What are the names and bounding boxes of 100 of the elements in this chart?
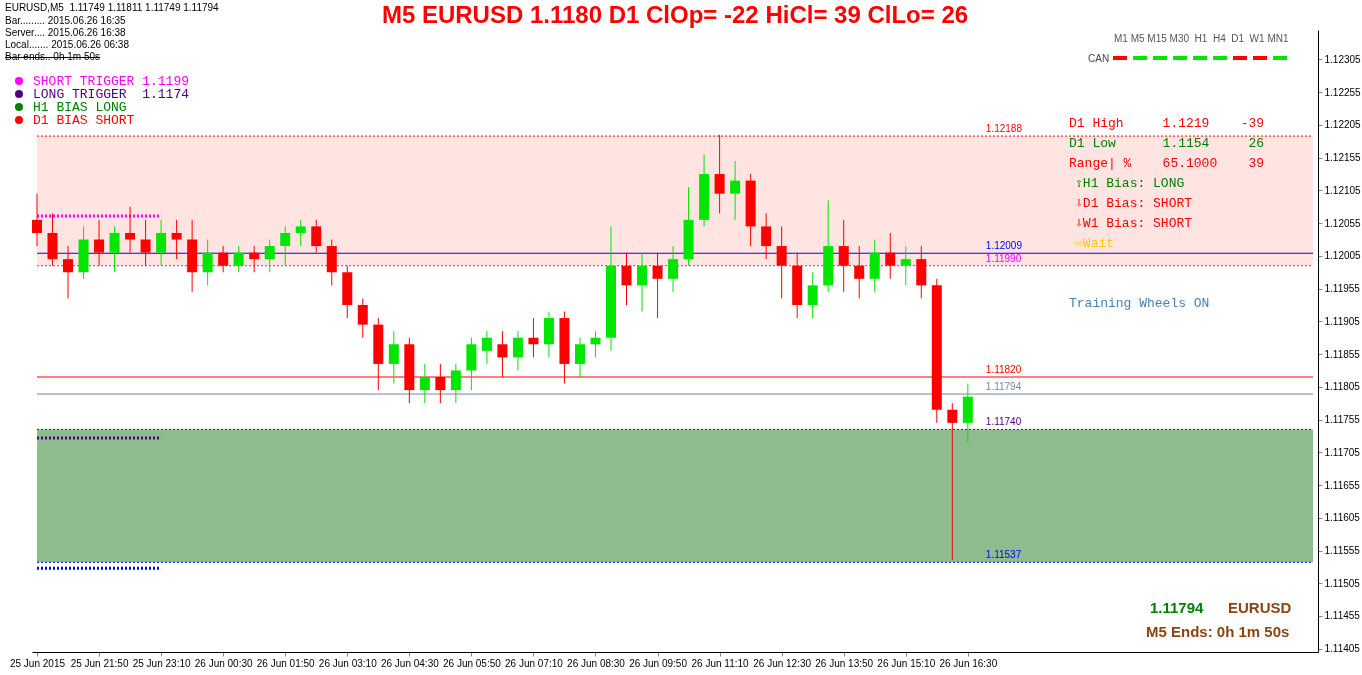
candlestick [218,245,229,273]
y-tick-label: 1.12005 [1324,250,1362,262]
candlestick [419,363,430,404]
y-tick-label: 1.12055 [1324,217,1362,229]
candlestick [761,212,772,260]
ref-line-label: 1.12188 [985,123,1023,135]
text: Bar......... 2015.06.26 16:35 [5,15,126,26]
candlestick [776,225,787,299]
y-tick-label: 1.11955 [1324,283,1361,295]
y-tick-label: 1.11755 [1324,414,1361,426]
candlestick [512,330,523,371]
x-tick-label: 26 Jun 04:30 [380,657,440,669]
candlestick [156,219,167,267]
annotation: LONG TRIGGER 1.1174 [33,87,190,102]
annotation: ⇩W1 Bias: SHORT [1075,216,1193,231]
annotation: ⇩D1 Bias: SHORT [1075,196,1193,211]
annotation: 1.11794 [1150,599,1204,616]
y-tick-label: 1.11405 [1324,643,1361,655]
annotation: D1 BIAS SHORT [33,113,135,128]
y-tick-label: 1.12255 [1324,86,1362,98]
candlestick [233,245,244,273]
x-tick-label: 25 Jun 21:50 [70,657,129,669]
x-tick-label: 26 Jun 08:30 [567,657,626,669]
ref-line-label: 1.11794 [985,381,1022,393]
y-tick-label: 1.11855 [1324,348,1361,360]
y-tick-label: 1.11605 [1324,512,1361,524]
x-tick-label: 26 Jun 01:50 [256,657,316,669]
y-tick-label: 1.11905 [1324,315,1361,327]
y-tick-label: 1.12305 [1324,53,1362,65]
y-tick-label: 1.12155 [1324,152,1362,164]
candlestick [854,245,865,299]
candlestick [94,219,105,267]
x-tick-label: 26 Jun 12:30 [753,657,812,669]
candlestick [249,245,260,273]
y-tick-label: 1.11555 [1324,545,1361,557]
x-tick-label: 26 Jun 11:10 [691,657,750,669]
candlestick [388,330,399,385]
x-tick-label: 26 Jun 05:50 [442,657,502,669]
candlestick [264,239,275,273]
annotation: M1 M5 M15 M30 H1 H4 D1 W1 MN1 [1114,33,1289,44]
x-tick-label: 25 Jun 2015 [9,657,66,669]
candlestick [590,330,601,358]
x-tick-label: 26 Jun 07:10 [505,657,564,669]
y-tick-label: 1.12105 [1324,184,1362,196]
ref-line-label: 1.12009 [985,240,1023,252]
annotation: Bar ends.. 0h 1m 50s [5,51,101,62]
annotation: CAN [1088,53,1110,64]
candlestick [900,245,911,286]
annotation: Server.... 2015.06.26 16:38 [5,27,126,38]
x-tick-label: 26 Jun 16:30 [939,657,998,669]
candlestick [807,271,818,319]
candlestick [109,225,120,273]
candlestick [637,252,648,313]
annotation: EURUSD [1228,599,1292,616]
annotation: D1 Low 1.1154 26 [1069,136,1265,151]
candlestick [450,363,461,404]
candlestick [730,160,741,221]
candlestick [481,330,492,365]
candlestick [574,337,585,378]
annotation: Local....... 2015.06.26 06:38 [5,39,129,50]
x-tick-label: 26 Jun 03:10 [318,657,378,669]
annotation: Range| % 65.1000 39 [1069,156,1265,171]
x-tick-label: 26 Jun 15:10 [877,657,936,669]
annotation: ⇧H1 Bias: LONG [1075,176,1185,191]
ref-line-label: 1.11820 [985,364,1022,376]
candlestick [171,219,182,260]
chart-title: M5 EURUSD 1.1180 D1 ClOp= -22 HiCl= 39 ClLo= 26 [381,1,969,28]
x-tick-label: 26 Jun 13:50 [815,657,874,669]
y-tick-label: 1.11705 [1324,446,1361,458]
x-tick-label: 26 Jun 09:50 [629,657,688,669]
y-tick-label: 1.11505 [1324,577,1361,589]
annotation: H1 BIAS LONG [33,100,127,115]
y-tick-label: 1.11455 [1324,610,1361,622]
y-tick-label: 1.11805 [1324,381,1361,393]
candlestick [311,219,322,254]
annotation: M5 Ends: 0h 1m 50s [1146,623,1290,640]
annotation: ⇨Wait [1075,236,1115,251]
candlestick [947,402,958,561]
candlestick [140,219,151,267]
candlestick [885,232,896,280]
candlestick [125,206,136,254]
ref-line-label: 1.11537 [985,549,1022,561]
candlestick [280,225,291,267]
candlestick [838,219,849,293]
candlestick [652,252,663,319]
x-tick-label: 26 Jun 00:30 [194,657,254,669]
annotation: D1 High 1.1219 -39 [1069,116,1265,131]
candlestick [621,252,632,306]
x-tick-label: 25 Jun 23:10 [132,657,191,669]
annotation: SHORT TRIGGER 1.1199 [33,74,190,89]
y-tick-label: 1.12205 [1324,119,1362,131]
candlestick [32,193,42,247]
annotation: Training Wheels ON [1069,296,1210,311]
candlestick [295,219,306,247]
candlestick [202,239,213,286]
text: EURUSD,M5 1.11749 1.11811 1.11749 1.11794 [5,2,219,13]
ref-line-label: 1.11740 [985,416,1022,428]
y-tick-label: 1.11655 [1324,479,1361,491]
candlestick [357,297,368,339]
candlestick [668,245,679,293]
